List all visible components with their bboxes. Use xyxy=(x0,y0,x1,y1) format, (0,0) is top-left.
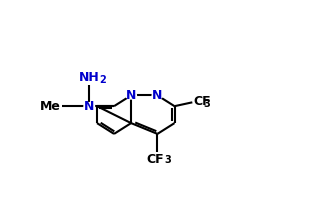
Text: N: N xyxy=(84,100,95,113)
Text: Me: Me xyxy=(40,100,61,113)
Text: N: N xyxy=(152,89,163,102)
Text: 3: 3 xyxy=(165,155,171,165)
Circle shape xyxy=(152,92,163,99)
Text: NH: NH xyxy=(79,71,100,84)
Text: N: N xyxy=(126,89,136,102)
Text: CF: CF xyxy=(193,95,211,108)
Text: 3: 3 xyxy=(203,99,210,109)
Circle shape xyxy=(126,92,137,99)
Text: 2: 2 xyxy=(99,75,106,85)
Text: CF: CF xyxy=(146,153,164,166)
Circle shape xyxy=(84,103,95,110)
